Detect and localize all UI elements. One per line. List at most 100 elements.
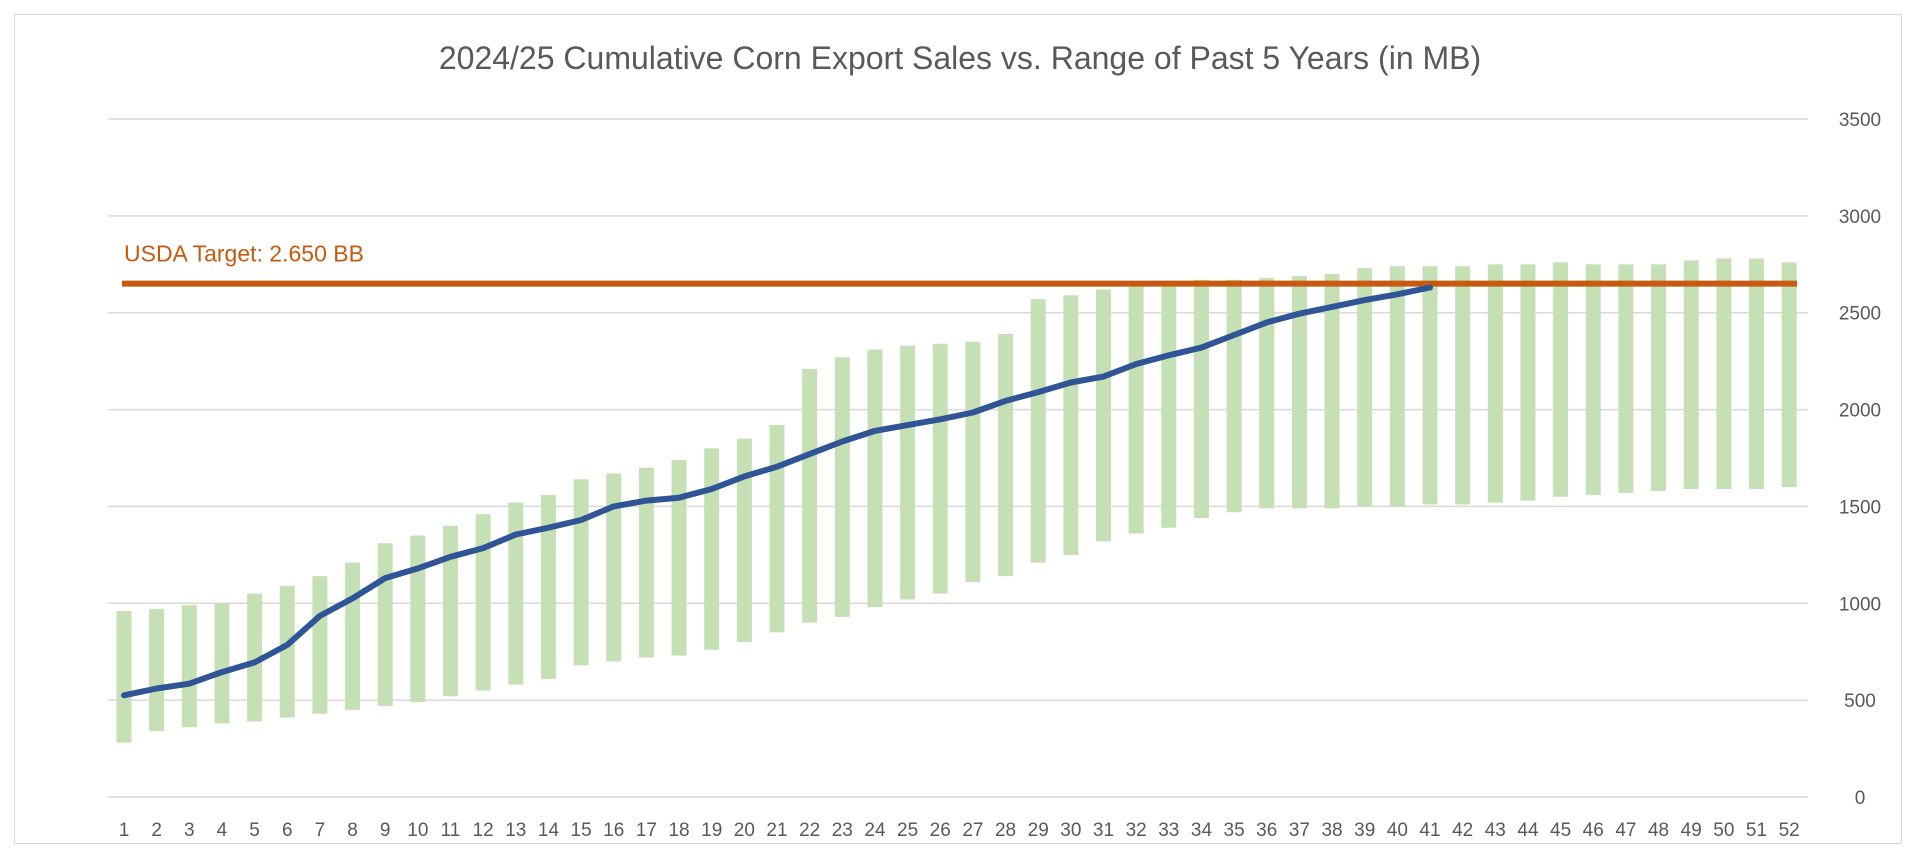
x-tick-label: 31 — [1093, 820, 1114, 841]
range-bar — [1651, 264, 1667, 491]
x-tick-label: 5 — [249, 820, 260, 841]
range-bar — [1259, 277, 1275, 509]
range-bar — [345, 562, 361, 710]
range-bar — [965, 341, 981, 582]
x-tick-label: 37 — [1289, 820, 1310, 841]
range-bar — [1422, 266, 1438, 505]
x-tick-label: 45 — [1550, 820, 1571, 841]
x-tick-label: 6 — [282, 820, 293, 841]
range-bar — [998, 334, 1014, 577]
range-bar — [802, 368, 818, 623]
x-tick-label: 29 — [1028, 820, 1049, 841]
x-tick-label: 22 — [799, 820, 820, 841]
x-tick-label: 38 — [1321, 820, 1342, 841]
range-bar — [1193, 279, 1209, 519]
range-bar — [1389, 266, 1405, 507]
range-bar — [736, 438, 752, 643]
range-bar — [638, 467, 654, 658]
x-tick-label: 26 — [930, 820, 951, 841]
range-bar — [181, 605, 197, 728]
y-tick-label: 2500 — [1839, 304, 1881, 325]
x-tick-label: 9 — [380, 820, 391, 841]
range-bar — [1618, 264, 1634, 493]
x-tick-label: 30 — [1060, 820, 1081, 841]
y-tick-label: 0 — [1855, 788, 1866, 809]
range-bar — [116, 611, 132, 743]
range-bar — [671, 459, 687, 656]
range-bar — [1520, 264, 1536, 501]
range-bar — [573, 479, 589, 666]
range-bar — [149, 609, 165, 732]
range-bar — [1357, 268, 1373, 507]
x-tick-label: 40 — [1387, 820, 1408, 841]
range-bar — [932, 343, 948, 594]
x-tick-label: 21 — [766, 820, 787, 841]
x-tick-label: 32 — [1126, 820, 1147, 841]
range-bar — [1291, 275, 1307, 509]
x-tick-label: 48 — [1648, 820, 1669, 841]
range-bar — [443, 525, 458, 697]
y-tick-label: 1500 — [1839, 497, 1881, 518]
range-bar — [1063, 295, 1079, 555]
x-tick-label: 12 — [473, 820, 494, 841]
x-tick-label: 35 — [1224, 820, 1245, 841]
range-bar — [769, 425, 785, 633]
range-bar — [312, 576, 328, 714]
usda-target-label: USDA Target: 2.650 BB — [124, 241, 364, 267]
range-bar — [1096, 289, 1111, 542]
x-tick-label: 4 — [217, 820, 228, 841]
x-tick-label: 1 — [119, 820, 130, 841]
x-tick-label: 10 — [407, 820, 428, 841]
range-bar — [475, 514, 491, 691]
range-bar — [1030, 299, 1046, 563]
x-tick-label: 28 — [995, 820, 1016, 841]
y-tick-label: 3000 — [1839, 207, 1881, 228]
x-tick-label: 43 — [1485, 820, 1506, 841]
x-tick-label: 47 — [1615, 820, 1636, 841]
range-bar — [900, 345, 916, 600]
x-tick-label: 34 — [1191, 820, 1213, 841]
range-bar — [508, 502, 524, 685]
x-tick-label: 2 — [151, 820, 162, 841]
y-tick-label: 3500 — [1839, 110, 1881, 131]
x-tick-label: 20 — [734, 820, 755, 841]
x-tick-label: 39 — [1354, 820, 1375, 841]
x-tick-label: 27 — [962, 820, 983, 841]
range-bar — [247, 593, 263, 722]
x-tick-label: 51 — [1746, 820, 1767, 841]
x-tick-label: 44 — [1517, 820, 1539, 841]
x-tick-label: 11 — [441, 820, 461, 841]
x-tick-label: 49 — [1681, 820, 1702, 841]
x-tick-label: 24 — [864, 820, 886, 841]
x-tick-label: 17 — [636, 820, 657, 841]
range-bar — [867, 349, 883, 608]
x-tick-label: 3 — [184, 820, 195, 841]
range-bar — [834, 357, 850, 617]
x-tick-label: 7 — [315, 820, 326, 841]
y-tick-label: 1000 — [1839, 594, 1881, 615]
range-bar — [1749, 258, 1764, 489]
range-bar — [1683, 260, 1699, 489]
range-bar — [1781, 262, 1797, 488]
x-tick-label: 46 — [1583, 820, 1604, 841]
range-bar — [410, 535, 426, 703]
range-bar — [1487, 264, 1503, 503]
range-bar — [1161, 283, 1177, 528]
range-bar — [1226, 279, 1242, 513]
range-bar — [606, 473, 622, 662]
range-bar — [540, 494, 556, 679]
range-bar — [377, 543, 393, 706]
x-tick-label: 8 — [347, 820, 358, 841]
range-bar — [1585, 264, 1601, 495]
x-tick-label: 18 — [668, 820, 689, 841]
range-bar — [704, 448, 720, 650]
range-bar — [1553, 262, 1569, 497]
x-tick-label: 52 — [1779, 820, 1800, 841]
x-tick-label: 13 — [505, 820, 526, 841]
x-tick-label: 23 — [832, 820, 853, 841]
x-tick-label: 14 — [538, 820, 560, 841]
x-tick-label: 16 — [603, 820, 624, 841]
chart-title: 2024/25 Cumulative Corn Export Sales vs.… — [438, 40, 1482, 76]
x-tick-label: 36 — [1256, 820, 1277, 841]
